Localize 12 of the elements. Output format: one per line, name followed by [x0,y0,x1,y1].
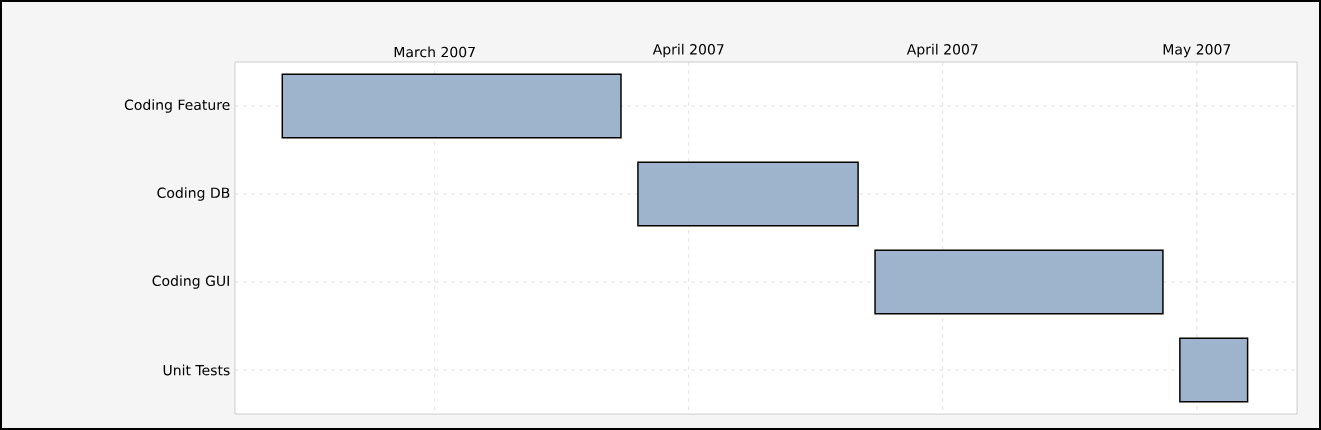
x-tick-label: April 2007 [906,43,978,58]
y-tick-label: Coding DB [157,187,230,201]
y-tick-label: Coding Feature [124,99,230,113]
x-tick-label: May 2007 [1163,44,1231,58]
bar [637,161,859,227]
y-tick-label: Unit Tests [163,364,230,376]
bar [281,73,622,139]
x-tick-label: April 2007 [652,43,724,58]
x-tick-label: March 2007 [394,46,475,58]
bar [1179,337,1249,403]
bar [874,249,1164,315]
y-tick-label: Coding GUI [152,275,229,289]
